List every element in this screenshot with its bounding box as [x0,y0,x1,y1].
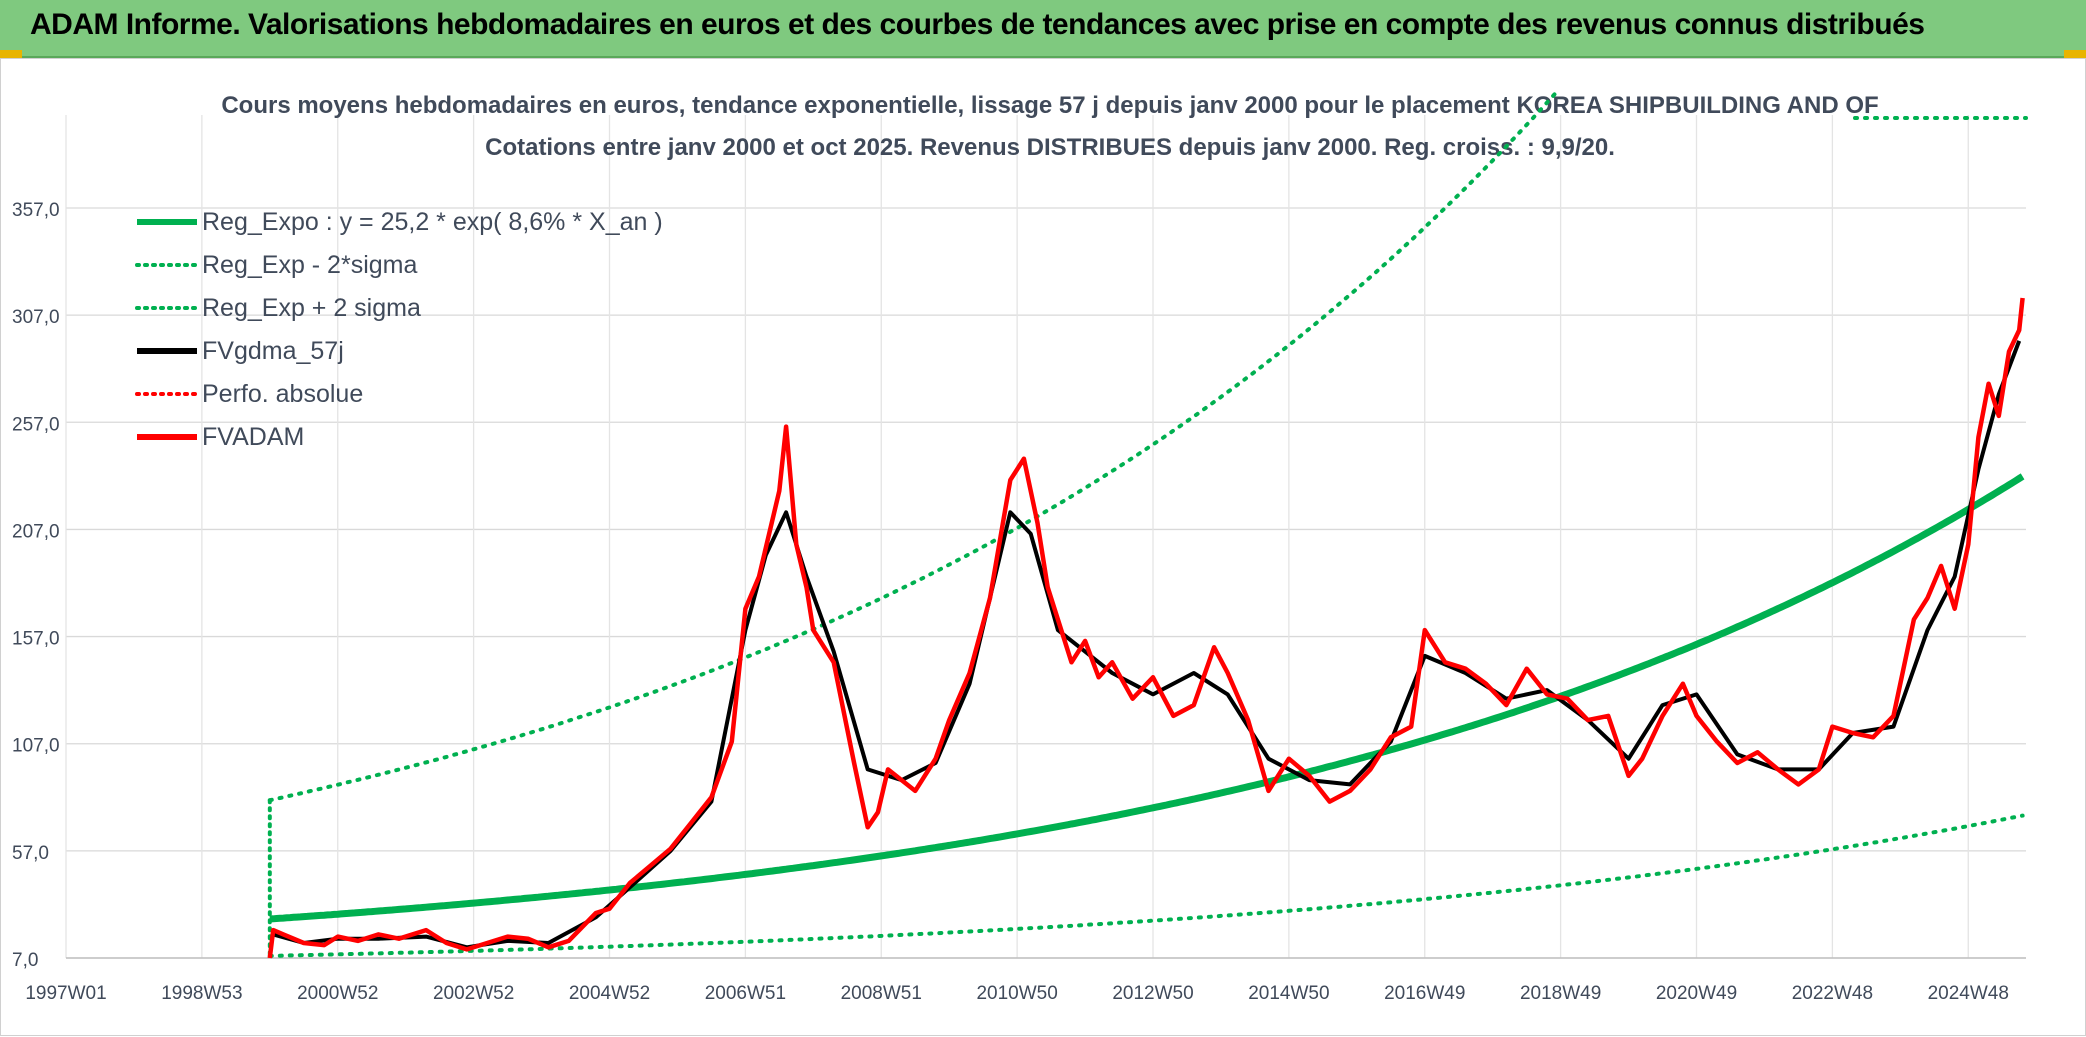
legend-label-ma: FVgdma_57j [202,337,344,365]
report-title: ADAM Informe. Valorisations hebdomadaire… [30,8,1925,41]
x-tick-label: 2020W49 [1656,983,1737,1004]
y-tick-label: 307,0 [12,307,60,328]
chart-series [267,89,2028,960]
reg-exp-minus-2sigma-line [267,813,2025,958]
fvgdma-57j-line [272,340,2022,950]
y-tick-label: 107,0 [12,736,60,757]
x-tick-label: 2002W52 [433,983,514,1004]
x-axis-ticks: 1997W01 1998W53 2000W52 2002W52 2004W52 2006W… [25,983,2009,1004]
chart-legend: Reg_Expo : y = 25,2 * exp( 8,6% * X_an )… [135,208,663,451]
x-tick-label: 2014W50 [1248,983,1329,1004]
chart-grid [65,115,2026,959]
reg-exp-plus-2sigma-line [267,89,1560,803]
x-tick-label: 2010W50 [976,983,1057,1004]
y-tick-label: 57,0 [12,843,49,864]
reg-expo-line [269,473,2025,923]
legend-label-perf: Perfo. absolue [202,380,363,408]
x-tick-label: 2006W51 [705,983,786,1004]
y-tick-label: 207,0 [12,521,60,542]
report-banner: ADAM Informe. Valorisations hebdomadaire… [0,0,2086,58]
y-tick-label: 7,0 [12,950,38,971]
x-tick-label: 2016W49 [1384,983,1465,1004]
y-axis-ticks: 7,0 57,0 107,0 157,0 207,0 257,0 307,0 357,0 [12,200,60,971]
x-tick-label: 2018W49 [1520,983,1601,1004]
banner-corner-left [0,50,22,58]
x-tick-label: 2012W50 [1112,983,1193,1004]
x-tick-label: 2004W52 [569,983,650,1004]
x-tick-label: 1998W53 [161,983,242,1004]
chart-title: Cours moyens hebdomadaires en euros, ten… [221,92,1878,119]
legend-label-low: Reg_Exp - 2*sigma [202,251,417,279]
legend-label-fv: FVADAM [202,423,304,451]
x-tick-label: 1997W01 [25,983,106,1004]
y-tick-label: 357,0 [12,200,60,221]
x-tick-label: 2008W51 [841,983,922,1004]
x-tick-label: 2024W48 [1928,983,2009,1004]
legend-label-high: Reg_Exp + 2 sigma [202,294,421,322]
y-tick-label: 257,0 [12,414,60,435]
x-tick-label: 2000W52 [297,983,378,1004]
legend-label-reg: Reg_Expo : y = 25,2 * exp( 8,6% * X_an ) [202,208,663,236]
banner-corner-right [2064,50,2086,58]
chart-subtitle: Cotations entre janv 2000 et oct 2025. R… [485,134,1615,161]
fvadam-line [267,297,2025,959]
y-tick-label: 157,0 [12,629,60,650]
x-tick-label: 2022W48 [1792,983,1873,1004]
